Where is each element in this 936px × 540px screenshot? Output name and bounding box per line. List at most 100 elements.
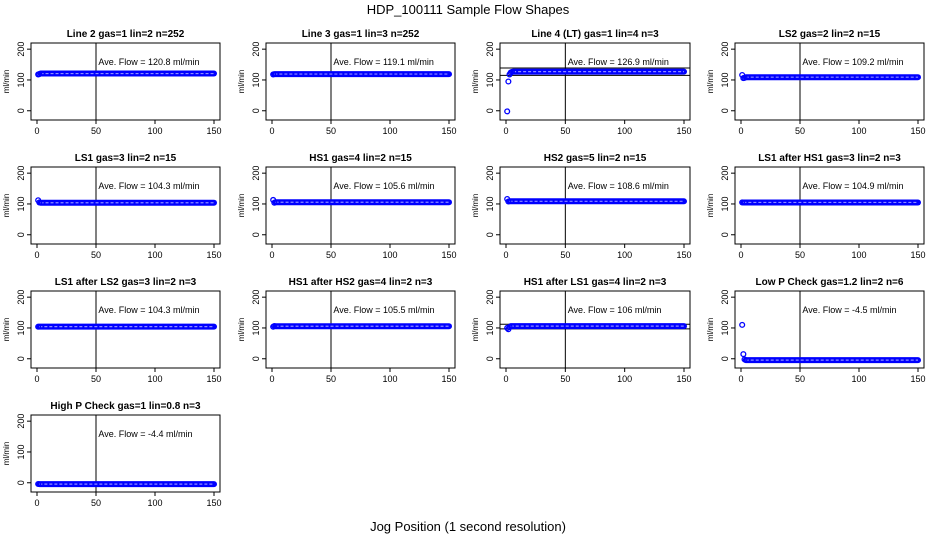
x-tick-label: 0 [34,126,39,136]
y-tick-label: 100 [16,444,26,459]
y-tick-label: 200 [720,290,730,305]
panel-frame [499,166,691,245]
y-tick-label: 200 [16,290,26,305]
x-tick-label: 50 [560,374,570,384]
x-tick-label: 100 [147,250,162,260]
x-tick-label: 50 [795,126,805,136]
panel-7: HS2 gas=5 lin=2 n=15 0 100 200 ml/min 0 50 100 1… [471,153,692,260]
data-point [739,199,746,206]
x-tick-label: 100 [851,374,866,384]
ave-flow-annotation: Ave. Flow = 104.3 ml/min [98,305,199,315]
panel-11: HS1 after LS1 gas=4 lin=2 n=3 0 100 200 ml/m… [471,277,692,384]
figure-title: HDP_100111 Sample Flow Shapes [366,2,570,17]
panel-5: LS1 gas=3 lin=2 n=15 0 100 200 ml/min 0 50 100 1… [2,153,222,260]
y-axis-label: ml/min [471,318,480,342]
panel-frame [499,290,691,369]
panel-title: HS1 gas=4 lin=2 n=15 [309,153,412,164]
panel-9: LS1 after LS2 gas=3 lin=2 n=3 0 100 200 ml/m… [2,277,222,384]
x-tick-label: 100 [147,126,162,136]
x-tick-label: 150 [910,374,925,384]
data-point [739,321,746,328]
x-tick-label: 100 [851,126,866,136]
y-tick-label: 100 [720,320,730,335]
y-tick-label: 0 [720,108,730,113]
y-tick-label: 100 [16,320,26,335]
x-tick-label: 150 [910,126,925,136]
panel-title: Line 3 gas=1 lin=3 n=252 [302,29,420,40]
y-axis-label: ml/min [2,318,11,342]
x-tick-label: 50 [560,250,570,260]
x-tick-label: 150 [676,126,691,136]
panel-frame [265,166,456,245]
panel-12: Low P Check gas=1.2 lin=2 n=6 0 100 200 ml/m… [706,277,926,384]
y-tick-label: 200 [16,166,26,181]
data-point [508,68,515,76]
y-tick-label: 200 [485,290,495,305]
panel-frame [30,166,221,245]
panel-4: LS2 gas=2 lin=2 n=15 0 100 200 ml/min 0 50 100 1… [706,29,926,136]
data-point [271,323,278,330]
data-point [36,71,43,78]
x-tick-label: 100 [851,250,866,260]
x-tick-label: 0 [269,126,274,136]
x-tick-label: 0 [738,126,743,136]
y-axis-label: ml/min [2,194,11,218]
data-point [504,108,511,115]
panel-title: HS2 gas=5 lin=2 n=15 [544,153,647,164]
y-axis-label: ml/min [471,70,480,94]
x-tick-label: 50 [795,250,805,260]
y-axis-label: ml/min [471,194,480,218]
x-tick-label: 50 [326,126,336,136]
panel-10: HS1 after HS2 gas=4 lin=2 n=3 0 100 200 ml/m… [237,277,457,384]
y-tick-label: 0 [16,480,26,485]
ave-flow-annotation: Ave. Flow = 109.2 ml/min [802,57,903,67]
y-tick-label: 0 [485,232,495,237]
y-tick-label: 0 [16,356,26,361]
x-tick-label: 150 [441,126,456,136]
ave-flow-annotation: Ave. Flow = -4.5 ml/min [802,305,896,315]
panel-frame [734,166,925,245]
y-tick-label: 200 [720,42,730,57]
panel-title: HS1 after HS2 gas=4 lin=2 n=3 [289,277,433,288]
x-tick-label: 50 [91,126,101,136]
panel-title: LS1 after HS1 gas=3 lin=2 n=3 [758,153,901,164]
ave-flow-annotation: Ave. Flow = -4.4 ml/min [98,429,192,439]
panel-title: High P Check gas=1 lin=0.8 n=3 [50,401,201,412]
x-tick-label: 150 [441,250,456,260]
x-tick-label: 150 [206,498,221,508]
panel-frame [30,290,221,369]
data-point [505,78,512,85]
ave-flow-annotation: Ave. Flow = 105.5 ml/min [333,305,434,315]
data-point [741,356,748,363]
y-tick-label: 200 [251,290,261,305]
x-tick-label: 0 [738,250,743,260]
data-point [505,198,512,205]
y-tick-label: 100 [720,196,730,211]
y-tick-label: 200 [485,166,495,181]
y-tick-label: 100 [485,72,495,87]
x-tick-label: 0 [34,498,39,508]
panel-title: Line 2 gas=1 lin=2 n=252 [67,29,185,40]
data-point [741,74,748,81]
y-tick-label: 0 [251,108,261,113]
ave-flow-annotation: Ave. Flow = 106 ml/min [568,305,662,315]
y-tick-label: 0 [485,108,495,113]
panel-1: Line 2 gas=1 lin=2 n=252 0 100 200 ml/min 0 50… [2,29,222,136]
x-tick-label: 0 [738,374,743,384]
x-tick-label: 150 [910,250,925,260]
data-point [35,480,42,488]
x-tick-label: 0 [503,374,508,384]
x-tick-label: 100 [617,126,632,136]
y-tick-label: 200 [16,414,26,429]
x-tick-label: 150 [206,250,221,260]
x-tick-label: 0 [269,374,274,384]
panel-title: LS1 after LS2 gas=3 lin=2 n=3 [55,277,197,288]
y-axis-label: ml/min [706,194,715,218]
x-tick-label: 100 [617,374,632,384]
x-tick-label: 100 [147,498,162,508]
data-point [35,323,42,330]
y-tick-label: 0 [16,232,26,237]
y-tick-label: 0 [16,108,26,113]
x-tick-label: 150 [206,126,221,136]
